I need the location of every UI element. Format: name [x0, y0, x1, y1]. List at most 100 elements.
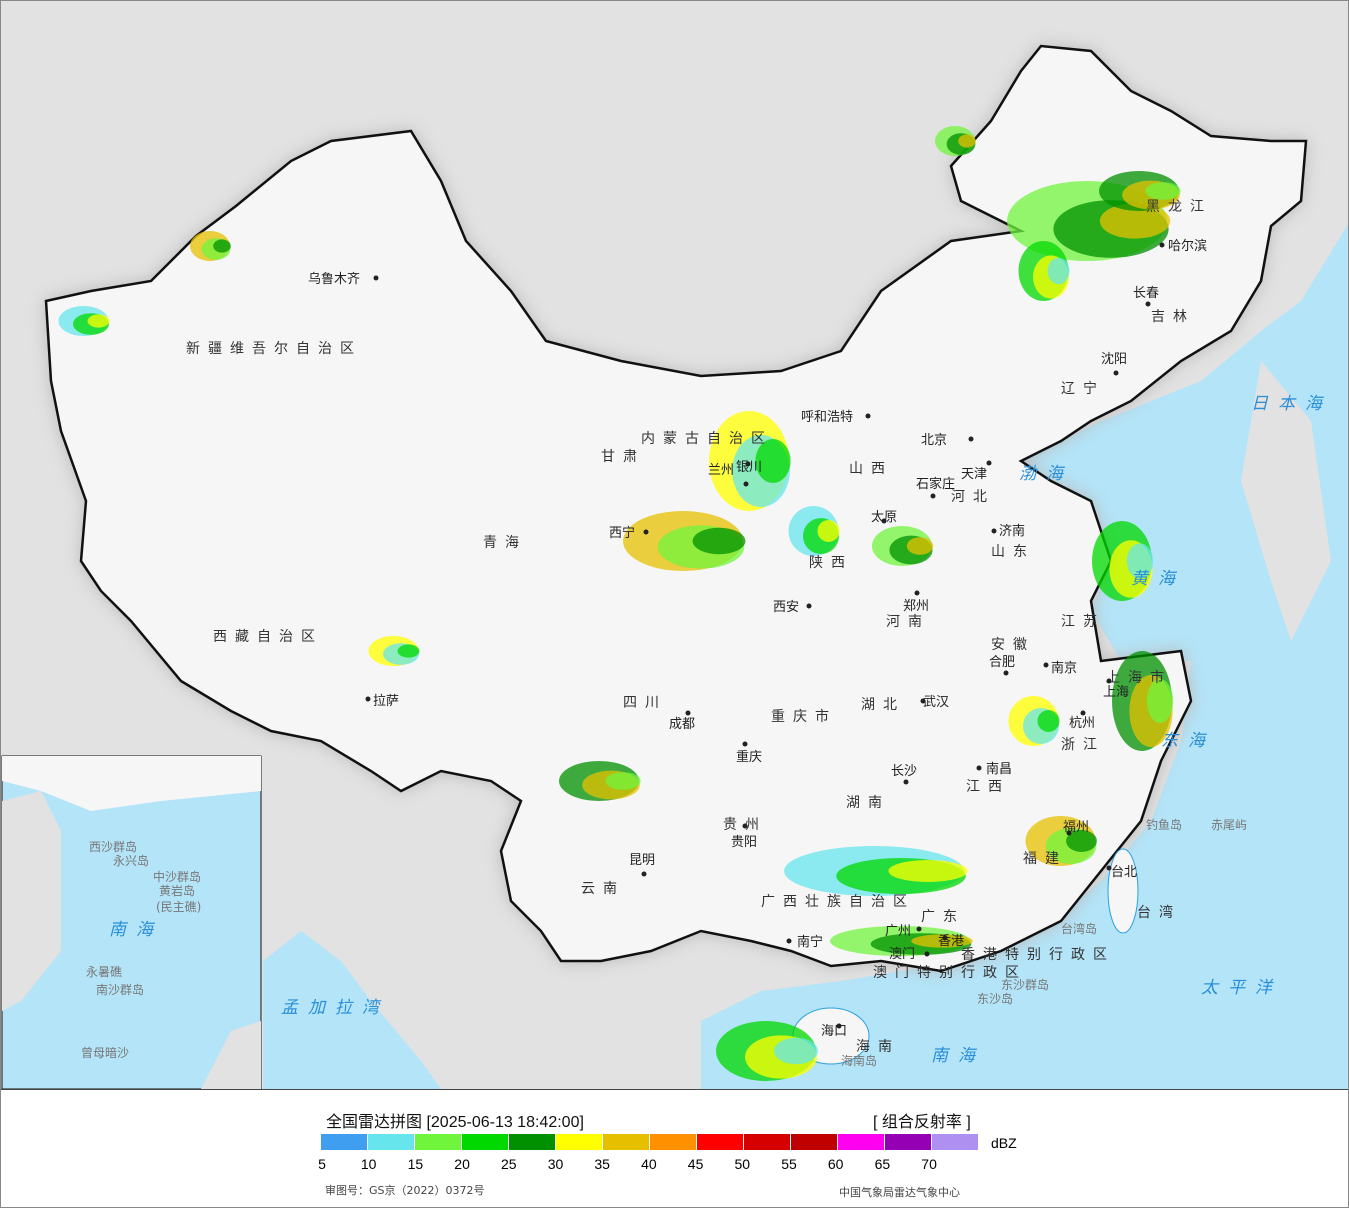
city-marker [1113, 370, 1119, 376]
province-label: 湖南 [846, 795, 890, 811]
province-label: 浙江 [1061, 737, 1105, 753]
scale-tick: 5 [318, 1156, 326, 1172]
island-label: 中沙群岛 [153, 869, 201, 884]
city-marker [643, 529, 649, 535]
city-marker [685, 710, 691, 716]
color-swatch [838, 1134, 885, 1150]
province-label: 上海市 [1106, 669, 1172, 686]
province-label: 安徽 [991, 637, 1035, 653]
radar-echo [605, 772, 641, 790]
city-label: 郑州 [903, 599, 929, 614]
city-label: 贵阳 [731, 835, 757, 850]
city-marker [806, 603, 812, 609]
scale-tick: 60 [827, 1156, 844, 1172]
city-label: 武汉 [923, 695, 949, 710]
sea-label: 南海 [109, 920, 163, 940]
city-label: 南京 [1051, 660, 1077, 676]
city-marker [1066, 830, 1072, 836]
city-marker [1080, 710, 1086, 716]
province-label: 重庆市 [771, 708, 837, 725]
province-label: 湖北 [861, 697, 905, 713]
color-swatch [603, 1134, 650, 1150]
city-marker [836, 1023, 842, 1029]
city-marker [942, 935, 948, 941]
city-label: 成都 [669, 717, 695, 732]
city-marker [1159, 242, 1165, 248]
map-approval-number: 审图号：GS京（2022）0372号 [325, 1184, 485, 1197]
radar-echo [397, 644, 420, 658]
radar-echo [911, 934, 973, 948]
island-label: 钓鱼岛 [1146, 817, 1182, 832]
radar-echo [213, 239, 231, 253]
sea-label: 渤海 [1019, 464, 1073, 484]
province-label: 吉林 [1151, 309, 1195, 325]
radar-echoes [22, 126, 1181, 1081]
city-marker [641, 871, 647, 877]
city-label: 重庆 [736, 749, 762, 765]
island-label: 南沙群岛 [96, 982, 144, 997]
city-label: 沈阳 [1101, 352, 1127, 367]
province-label: 江苏 [1061, 614, 1105, 630]
scale-tick: 20 [454, 1156, 470, 1172]
radar-echo [888, 860, 968, 882]
sea-label: 东海 [1161, 731, 1215, 751]
province-label: 河北 [951, 489, 995, 505]
agency-name: 中国气象局雷达气象中心 [839, 1186, 960, 1199]
city-label: 石家庄 [916, 476, 955, 492]
radar-echo [1099, 203, 1171, 239]
city-label: 长沙 [891, 764, 917, 779]
sea-label: 孟加拉湾 [281, 998, 389, 1018]
map-title: 全国雷达拼图 [2025-06-13 18:42:00] [326, 1114, 584, 1131]
scale-tick: 15 [407, 1156, 424, 1172]
scale-tick: 25 [501, 1156, 517, 1172]
province-label: 四川 [623, 695, 667, 711]
radar-echo [755, 439, 791, 483]
scale-tick: 30 [547, 1156, 564, 1172]
city-label: 长春 [1133, 286, 1159, 301]
province-label: 云南 [581, 881, 625, 897]
island-label: (民主礁) [156, 899, 201, 914]
city-label: 上海 [1103, 685, 1129, 700]
city-label: 银川 [736, 460, 762, 475]
city-label: 台北 [1111, 865, 1137, 880]
city-marker [1003, 670, 1009, 676]
color-swatch [462, 1134, 509, 1150]
province-label: 广西壮族自治区 [761, 894, 915, 910]
color-swatch [697, 1134, 744, 1150]
city-marker [920, 698, 926, 704]
city-label: 杭州 [1069, 716, 1095, 731]
city-label: 兰州 [708, 463, 734, 478]
radar-echo [87, 314, 110, 328]
island-label: 赤尾屿 [1211, 818, 1247, 832]
island-label: 东沙群岛 [1001, 977, 1049, 992]
city-label: 呼和浩特 [801, 410, 853, 425]
radar-echo [958, 134, 976, 148]
taiwan-island [1107, 848, 1139, 934]
sea-label: 日本海 [1251, 394, 1332, 414]
sea-label: 太平洋 [1201, 978, 1282, 998]
city-marker [930, 493, 936, 499]
city-label: 拉萨 [373, 694, 399, 709]
province-label: 山西 [849, 461, 893, 477]
scale-tick: 55 [781, 1156, 797, 1172]
product-name: [ 组合反射率 ] [873, 1114, 971, 1131]
scale-tick: 35 [594, 1156, 610, 1172]
radar-echo [1126, 543, 1154, 579]
color-swatch [650, 1134, 697, 1150]
island-label: 台湾岛 [1061, 921, 1097, 936]
city-label: 太原 [871, 510, 897, 525]
province-label: 澳门特别行政区 [873, 965, 1027, 981]
city-marker [743, 481, 749, 487]
province-label: 贵州 [723, 817, 767, 833]
color-swatch [932, 1134, 979, 1150]
city-label: 合肥 [989, 655, 1015, 670]
province-label: 甘肃 [601, 449, 645, 465]
city-marker [976, 765, 982, 771]
island-label: 海南岛 [841, 1053, 877, 1068]
scale-tick: 45 [687, 1156, 704, 1172]
city-marker [1145, 301, 1151, 307]
color-swatch [556, 1134, 603, 1150]
